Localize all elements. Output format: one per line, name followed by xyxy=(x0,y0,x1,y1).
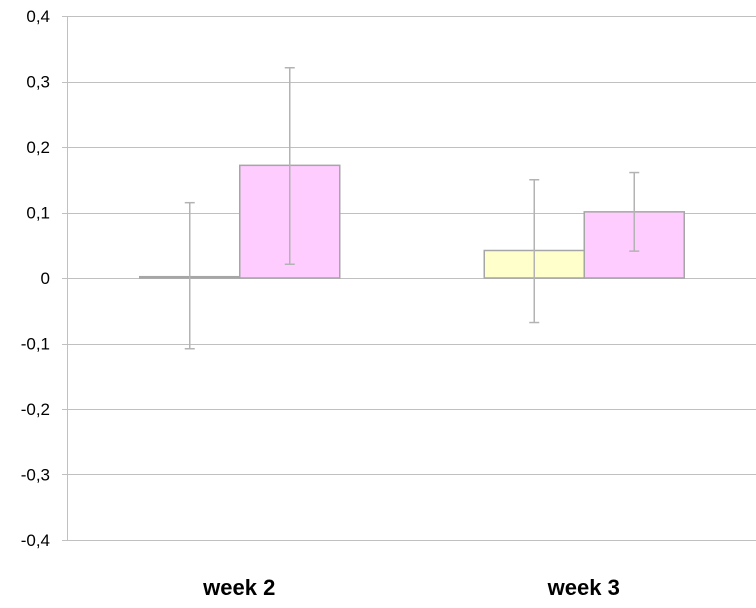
error-bars-group xyxy=(184,66,640,350)
y-tick-labels: 0,4 0,3 0,2 0,1 0 -0,1 -0,2 -0,3 -0,4 xyxy=(21,7,50,550)
y-tick-label: -0,3 xyxy=(21,466,50,485)
y-tick-label: -0,2 xyxy=(21,400,50,419)
category-label: week 3 xyxy=(547,575,620,600)
y-tick-label: 0 xyxy=(41,269,50,288)
y-tick-label: -0,4 xyxy=(21,531,50,550)
y-tick-label: 0,2 xyxy=(26,138,50,157)
y-tick-label: 0,1 xyxy=(26,204,50,223)
y-tick-label: -0,1 xyxy=(21,335,50,354)
y-tick-label: 0,3 xyxy=(26,73,50,92)
y-tick-label: 0,4 xyxy=(26,7,50,26)
bars-group xyxy=(139,164,685,279)
category-label: week 2 xyxy=(202,575,275,600)
category-labels: week 2 week 3 xyxy=(202,575,620,600)
